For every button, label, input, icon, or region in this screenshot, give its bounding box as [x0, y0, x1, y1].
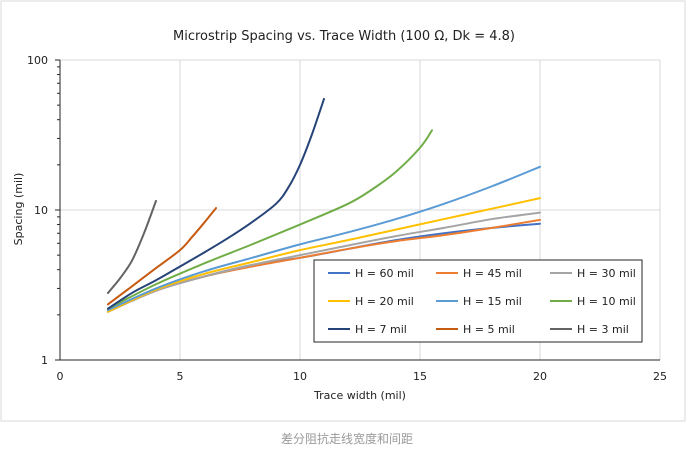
- legend-box: [313, 259, 643, 343]
- legend-label: H = 30 mil: [577, 267, 636, 280]
- x-tick-label: 10: [293, 370, 307, 383]
- x-tick-label: 25: [653, 370, 667, 383]
- figure-caption: 差分阻抗走线宽度和间距: [280, 432, 413, 446]
- legend-label: H = 45 mil: [463, 267, 522, 280]
- x-tick-label: 20: [533, 370, 547, 383]
- series-lines: [107, 97, 541, 313]
- y-axis-label: Spacing (mil): [12, 173, 25, 246]
- legend-label: H = 7 mil: [355, 323, 407, 336]
- y-tick-label: 100: [27, 54, 48, 67]
- x-tick-label: 0: [57, 370, 64, 383]
- y-tick-label: 10: [34, 204, 48, 217]
- series-line-6: [107, 129, 433, 310]
- legend-label: H = 60 mil: [355, 267, 414, 280]
- series-line-3: [107, 211, 541, 313]
- legend-label: H = 10 mil: [577, 295, 636, 308]
- series-line-7: [107, 97, 325, 310]
- chart-title: Microstrip Spacing vs. Trace Width (100 …: [173, 29, 515, 44]
- gridlines: [60, 59, 661, 360]
- series-line-4: [107, 197, 541, 313]
- tick-labels: 0 5 10 15 20 25 1 10 100: [27, 54, 667, 383]
- legend-label: H = 20 mil: [355, 295, 414, 308]
- legend-label: H = 3 mil: [577, 323, 629, 336]
- x-axis-label: Trace width (mil): [313, 389, 406, 402]
- legend: H = 60 mil H = 45 mil H = 30 mil H = 20 mil…: [313, 259, 643, 343]
- legend-label: H = 5 mil: [463, 323, 515, 336]
- series-line-5: [107, 165, 541, 312]
- x-tick-label: 5: [177, 370, 184, 383]
- chart-svg: Microstrip Spacing vs. Trace Width (100 …: [0, 0, 686, 422]
- y-tick-label: 1: [41, 354, 48, 367]
- series-line-9: [107, 199, 157, 294]
- x-tick-label: 15: [413, 370, 427, 383]
- series-line-8: [107, 207, 217, 306]
- chart-area-border: [0, 0, 686, 422]
- axes: [55, 59, 660, 361]
- legend-label: H = 15 mil: [463, 295, 522, 308]
